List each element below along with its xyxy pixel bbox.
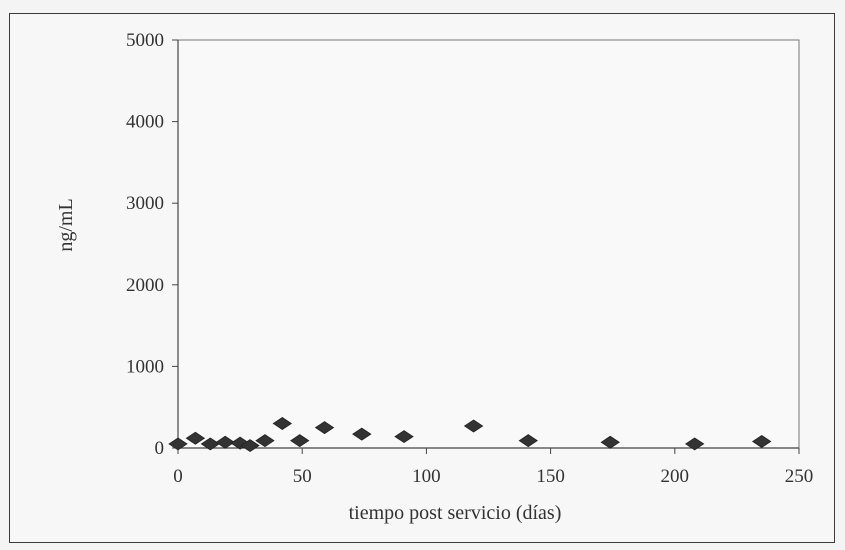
x-tick-label: 50 [293, 466, 312, 487]
x-tick-label: 0 [173, 466, 183, 487]
data-point [394, 430, 414, 444]
data-point [518, 434, 538, 448]
data-point [272, 417, 293, 431]
data-point [463, 419, 484, 433]
x-axis: 0 50 100 150 200 250 [173, 447, 814, 487]
y-tick-label: 3000 [126, 193, 164, 214]
y-axis-title: ng/mL [55, 198, 77, 251]
data-point [752, 434, 772, 448]
data-point [185, 431, 206, 445]
data-point [168, 437, 188, 451]
data-point [314, 421, 335, 435]
data-point [255, 434, 275, 448]
y-tick-label: 0 [155, 438, 165, 459]
y-tick-label: 4000 [126, 112, 164, 133]
x-axis-title: tiempo post servicio (días) [349, 502, 562, 524]
y-tick-label: 2000 [126, 275, 164, 296]
data-point [289, 434, 310, 448]
data-point [240, 439, 260, 453]
data-points [168, 417, 772, 453]
x-tick-label: 250 [785, 466, 814, 487]
x-tick-label: 100 [412, 466, 441, 487]
x-tick-label: 150 [536, 466, 565, 487]
x-tick-label: 200 [661, 466, 690, 487]
y-tick-label: 1000 [126, 356, 164, 377]
y-tick-label: 5000 [126, 30, 164, 51]
plot-area [177, 39, 800, 449]
data-point [352, 427, 372, 441]
data-point [684, 437, 705, 451]
y-axis: 0 1000 2000 3000 4000 5000 [126, 30, 179, 459]
data-point [600, 435, 620, 449]
